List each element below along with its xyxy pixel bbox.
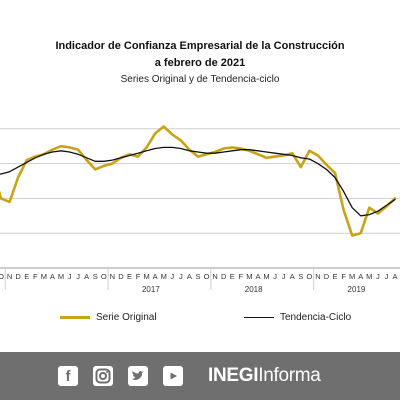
social-links: f xyxy=(58,366,198,386)
month-tick-label: J xyxy=(282,272,286,281)
month-tick-label: A xyxy=(255,272,260,281)
series-trend-line xyxy=(0,146,396,217)
month-tick-label: M xyxy=(349,272,355,281)
month-tick-label: M xyxy=(366,272,372,281)
month-tick-label: E xyxy=(127,272,132,281)
legend-label-trend: Tendencia-Ciclo xyxy=(280,312,352,323)
youtube-icon[interactable] xyxy=(163,366,183,386)
month-tick-label: N xyxy=(315,272,320,281)
month-tick-label: A xyxy=(153,272,158,281)
month-tick-label: O xyxy=(204,272,210,281)
legend-label-original: Serie Original xyxy=(96,312,157,323)
month-tick-label: N xyxy=(212,272,217,281)
month-tick-label: D xyxy=(221,272,227,281)
month-tick-label: J xyxy=(385,272,389,281)
chart-legend: Serie Original Tendencia-Ciclo xyxy=(0,312,400,328)
month-tick-label: J xyxy=(376,272,380,281)
month-tick-label: D xyxy=(324,272,330,281)
year-tick-label: 2019 xyxy=(348,285,366,294)
month-tick-label: J xyxy=(179,272,183,281)
month-tick-label: M xyxy=(161,272,167,281)
chart-title: Indicador de Confianza Empresarial de la… xyxy=(55,40,345,52)
year-tick-label: 2018 xyxy=(245,285,263,294)
month-tick-label: M xyxy=(263,272,269,281)
series-original-line xyxy=(0,125,397,237)
month-tick-label: E xyxy=(24,272,29,281)
month-tick-label: A xyxy=(187,272,192,281)
month-tick-label: M xyxy=(143,272,149,281)
legend-swatch-original xyxy=(60,316,90,319)
month-tick-label: D xyxy=(15,272,21,281)
month-tick-label: S xyxy=(93,272,98,281)
facebook-icon[interactable]: f xyxy=(58,366,78,386)
footer-bar: f INEGIInforma xyxy=(0,352,400,400)
month-tick-label: E xyxy=(333,272,338,281)
month-tick-label: S xyxy=(298,272,303,281)
month-tick-label: M xyxy=(246,272,252,281)
month-tick-label: M xyxy=(58,272,64,281)
month-tick-label: O xyxy=(306,272,312,281)
instagram-icon[interactable] xyxy=(93,366,113,386)
month-tick-label: M xyxy=(41,272,47,281)
month-tick-label: F xyxy=(136,272,141,281)
chart-subtitle: Series Original y de Tendencia-ciclo xyxy=(120,74,280,85)
month-tick-label: A xyxy=(50,272,55,281)
month-tick-label: F xyxy=(341,272,346,281)
month-tick-label: S xyxy=(195,272,200,281)
month-tick-label: D xyxy=(118,272,124,281)
month-tick-label: N xyxy=(110,272,115,281)
month-tick-label: F xyxy=(33,272,38,281)
month-tick-label: N xyxy=(7,272,12,281)
chart-title-line2: a febrero de 2021 xyxy=(154,57,246,69)
month-tick-label: J xyxy=(273,272,277,281)
month-tick-label: J xyxy=(76,272,80,281)
month-tick-label: O xyxy=(0,272,4,281)
month-tick-label: A xyxy=(392,272,397,281)
twitter-icon[interactable] xyxy=(128,366,148,386)
month-tick-label: J xyxy=(68,272,72,281)
month-tick-label: J xyxy=(170,272,174,281)
month-tick-label: E xyxy=(230,272,235,281)
month-tick-label: O xyxy=(101,272,107,281)
month-tick-label: A xyxy=(290,272,295,281)
month-tick-label: A xyxy=(358,272,363,281)
legend-item-trend: Tendencia-Ciclo xyxy=(244,312,351,323)
month-tick-label: A xyxy=(84,272,89,281)
year-tick-label: 2017 xyxy=(142,285,160,294)
inegi-informa-logo: INEGIInforma xyxy=(208,365,321,386)
month-tick-label: F xyxy=(239,272,244,281)
legend-swatch-trend xyxy=(244,316,274,319)
legend-item-original: Serie Original xyxy=(60,312,157,323)
